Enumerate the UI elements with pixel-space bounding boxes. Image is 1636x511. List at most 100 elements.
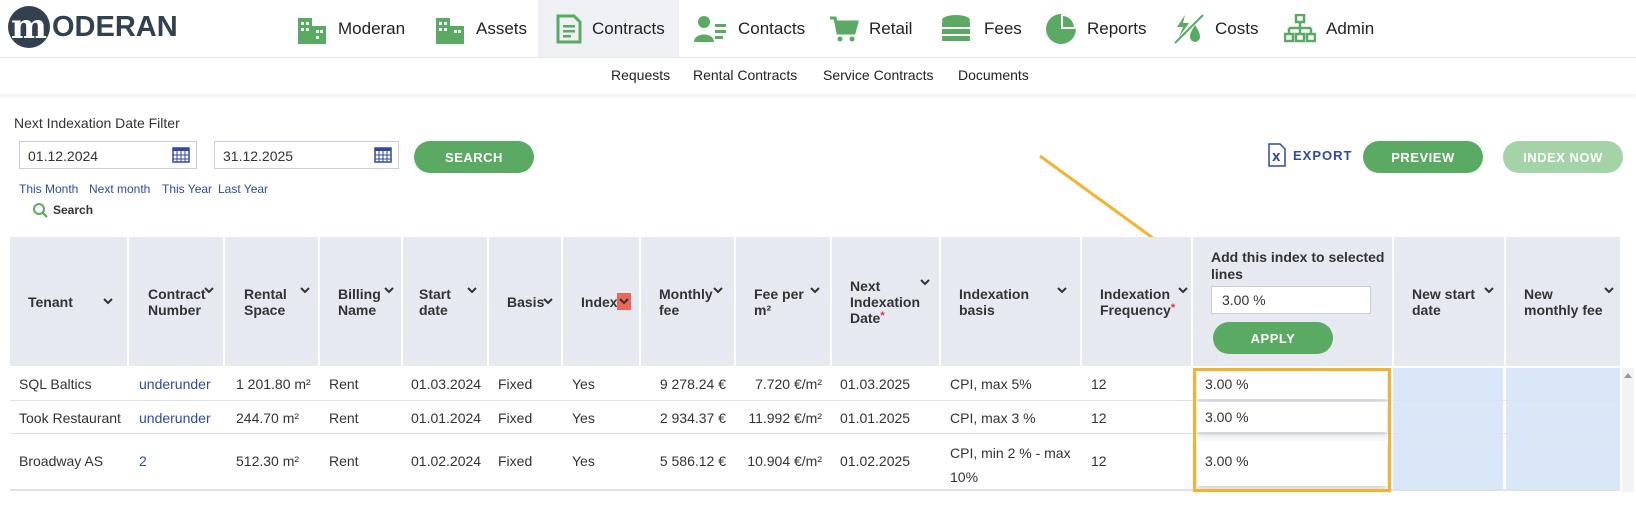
column-header-next-indexation-date[interactable]: Next Indexation Date* <box>850 237 938 366</box>
column-header-contract-number[interactable]: Contract Number <box>148 237 220 366</box>
cell-contract-number[interactable]: underunder <box>139 410 211 426</box>
cell-tenant: Broadway AS <box>19 453 104 469</box>
column-header-new-monthly-fee[interactable]: New monthly fee <box>1524 237 1620 366</box>
column-header-billing-name[interactable]: Billing Name <box>338 237 400 366</box>
nav-label-fees: Fees <box>984 18 1022 38</box>
new-index-input[interactable]: 3.00 % <box>1197 369 1387 399</box>
date-to-field[interactable]: 31.12.2025 <box>214 141 399 169</box>
new-start-date-cells <box>1393 368 1503 489</box>
cell-billing-name: Rent <box>329 410 359 426</box>
index-now-button[interactable]: INDEX NOW <box>1503 141 1623 173</box>
cell-contract-number[interactable]: 2 <box>139 453 147 469</box>
nav-label-reports: Reports <box>1087 18 1147 38</box>
nav-item-costs[interactable]: Costs <box>1173 0 1258 57</box>
row-divider <box>10 489 1620 491</box>
cell-billing-name: Rent <box>329 453 359 469</box>
cell-fee-per-m2: 11.992 €/m² <box>748 410 822 426</box>
column-divider <box>561 237 563 366</box>
nav-label-costs: Costs <box>1215 18 1259 38</box>
quick-filter-last-year[interactable]: Last Year <box>218 182 269 196</box>
quick-filter-this-month[interactable]: This Month <box>19 182 79 196</box>
column-header-label: Fee per m² <box>754 285 804 318</box>
scroll-up-icon[interactable] <box>1624 372 1632 378</box>
export-button[interactable]: X EXPORT <box>1267 143 1352 167</box>
highlight-box <box>1193 368 1391 492</box>
column-header-fee-per-m2[interactable]: Fee per m² <box>754 237 828 366</box>
column-header-rental-space[interactable]: Rental Space <box>244 237 316 366</box>
add-index-input[interactable]: 3.00 % <box>1211 286 1371 314</box>
column-header-monthly-fee[interactable]: Monthly fee <box>659 237 733 366</box>
required-marker: * <box>1170 301 1176 314</box>
search-link[interactable]: Search <box>32 202 93 218</box>
date-from-field[interactable]: 01.12.2024 <box>19 141 197 169</box>
chevron-down-icon <box>384 287 394 294</box>
new-index-input[interactable]: 3.00 % <box>1197 402 1387 432</box>
quick-filter-next-month[interactable]: Next month <box>89 182 151 196</box>
chevron-down-icon <box>920 279 930 286</box>
cell-indexation-basis: CPI, max 5% <box>950 376 1032 392</box>
moderan-logo[interactable]: m ODERAN <box>8 6 178 48</box>
cell-tenant: SQL Baltics <box>19 376 92 392</box>
subnav-requests[interactable]: Requests <box>611 67 671 83</box>
column-header-indexation-basis[interactable]: Indexation basis <box>959 237 1077 366</box>
filter-title: Next Indexation Date Filter <box>14 115 180 131</box>
nav-item-fees[interactable]: Fees <box>940 0 1022 57</box>
vertical-scrollbar[interactable] <box>1622 368 1634 492</box>
nav-item-contracts[interactable]: Contracts <box>538 0 679 57</box>
column-divider <box>1504 368 1506 489</box>
top-navigation: m ODERAN Moderan Assets Contracts Contac… <box>0 0 1636 58</box>
chevron-down-icon <box>103 298 113 305</box>
chevron-down-icon <box>1484 287 1494 294</box>
cell-next-indexation-date: 01.01.2025 <box>840 410 911 426</box>
chevron-down-icon <box>713 287 723 294</box>
export-label: EXPORT <box>1293 147 1353 163</box>
column-divider <box>830 237 832 366</box>
column-header-label: Monthly fee <box>659 285 713 318</box>
nav-item-retail[interactable]: Retail <box>829 0 912 57</box>
org-chart-icon <box>1284 13 1316 42</box>
active-filter-chevron-icon[interactable] <box>617 293 631 310</box>
column-header-tenant[interactable]: Tenant <box>28 237 123 366</box>
pie-chart-icon <box>1046 13 1076 44</box>
cell-next-indexation-date: 01.02.2025 <box>840 453 911 469</box>
new-index-input[interactable]: 3.00 % <box>1197 441 1387 486</box>
subnav-rental-contracts[interactable]: Rental Contracts <box>693 67 798 83</box>
nav-item-reports[interactable]: Reports <box>1045 0 1147 57</box>
cell-indexation-frequency: 12 <box>1091 376 1107 392</box>
cell-rental-space: 244.70 m² <box>236 410 300 426</box>
column-header-start-date[interactable]: Start date <box>419 237 485 366</box>
nav-label-assets: Assets <box>476 18 528 38</box>
chevron-down-icon <box>1178 287 1188 294</box>
costs-icon <box>1174 13 1204 44</box>
column-divider <box>487 237 489 366</box>
search-button[interactable]: SEARCH <box>414 141 534 173</box>
cell-indexation-basis: CPI, min 2 % - max 10% <box>950 445 1071 485</box>
subnav-documents[interactable]: Documents <box>958 67 1029 83</box>
nav-item-assets[interactable]: Assets <box>434 0 527 57</box>
header-text: Next Indexation Date <box>850 277 921 326</box>
nav-item-admin[interactable]: Admin <box>1284 0 1374 57</box>
subnav-service-contracts[interactable]: Service Contracts <box>823 67 934 83</box>
column-header-new-start-date[interactable]: New start date <box>1412 237 1502 366</box>
column-divider <box>639 237 641 366</box>
column-header-label: Billing Name <box>338 285 381 318</box>
nav-item-contacts[interactable]: Contacts <box>694 0 805 57</box>
column-header-label: Basis <box>507 293 545 310</box>
calendar-icon[interactable] <box>172 147 190 163</box>
column-header-index[interactable]: Index <box>581 237 637 366</box>
apply-button[interactable]: APPLY <box>1213 322 1333 354</box>
column-header-label: Contract Number <box>148 285 206 318</box>
column-header-indexation-frequency[interactable]: Indexation Frequency* <box>1100 237 1188 366</box>
quick-filter-this-year[interactable]: This Year <box>162 182 213 196</box>
nav-item-moderan[interactable]: Moderan <box>296 0 405 57</box>
preview-button[interactable]: PREVIEW <box>1363 141 1483 173</box>
nav-label-retail: Retail <box>869 18 913 38</box>
cell-monthly-fee: 2 934.37 € <box>659 410 726 426</box>
excel-icon: X <box>1268 143 1286 167</box>
cell-contract-number[interactable]: underunder <box>139 376 211 392</box>
column-header-basis[interactable]: Basis <box>507 237 559 366</box>
chevron-down-icon <box>543 298 553 305</box>
cell-index: Yes <box>572 376 595 392</box>
calendar-icon[interactable] <box>374 147 392 163</box>
column-header-add-index: Add this index to selected lines <box>1211 237 1386 366</box>
